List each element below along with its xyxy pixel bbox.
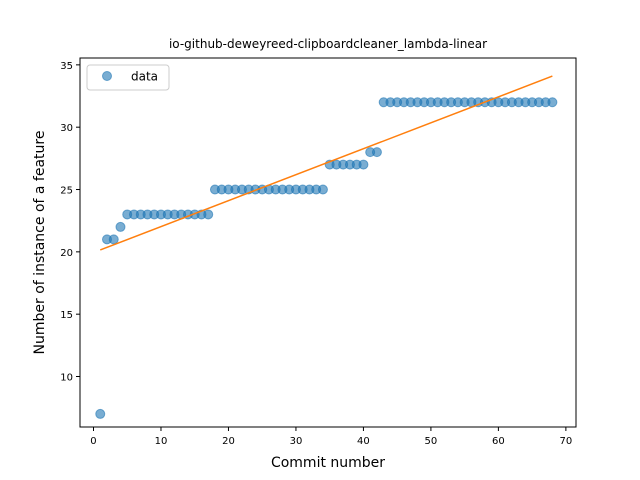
plot-marks: [95, 75, 558, 419]
y-axis-label: Number of instance of a feature: [32, 131, 48, 355]
y-axis-ticks: 10 15 20 25 30 35: [60, 61, 80, 384]
x-tick-label: 0: [90, 436, 96, 447]
legend-marker-data: [102, 71, 112, 81]
chart-title: io-github-deweyreed-clipboardcleaner_lam…: [169, 37, 487, 51]
data-point: [547, 97, 558, 108]
x-tick-label: 70: [560, 436, 573, 447]
data-point: [358, 159, 369, 170]
x-tick-label: 40: [357, 436, 370, 447]
legend: data: [86, 64, 170, 91]
data-point: [115, 221, 126, 232]
data-point: [108, 234, 119, 245]
x-axis-label: Commit number: [271, 455, 385, 471]
x-tick-label: 30: [290, 436, 303, 447]
x-tick-label: 10: [155, 436, 168, 447]
x-tick-label: 50: [425, 436, 438, 447]
fit-line: [99, 75, 553, 251]
x-tick-label: 60: [492, 436, 505, 447]
data-point: [95, 408, 106, 419]
y-tick-label: 15: [60, 310, 73, 321]
data-point: [317, 184, 328, 195]
x-tick-label: 20: [222, 436, 235, 447]
y-tick-label: 30: [60, 123, 73, 134]
x-axis-ticks: 0 10 20 30 40 50 60 70: [90, 427, 572, 447]
y-tick-label: 35: [60, 61, 73, 72]
legend-label-data: data: [131, 70, 158, 84]
data-point: [371, 147, 382, 158]
y-tick-label: 25: [60, 186, 73, 197]
y-tick-label: 20: [60, 248, 73, 259]
data-point: [203, 209, 214, 220]
y-tick-label: 10: [60, 373, 73, 384]
plot-frame: [79, 57, 577, 428]
